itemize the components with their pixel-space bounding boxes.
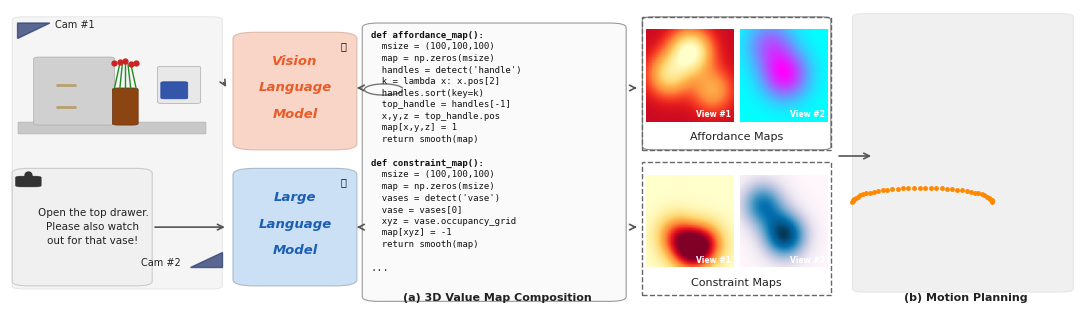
Text: xyz = vase.occupancy_grid: xyz = vase.occupancy_grid: [370, 217, 516, 226]
FancyBboxPatch shape: [158, 66, 201, 104]
Text: top_handle = handles[-1]: top_handle = handles[-1]: [370, 100, 511, 109]
Text: map[xyz] = -1: map[xyz] = -1: [370, 228, 451, 237]
FancyBboxPatch shape: [112, 88, 138, 125]
Text: 🔒: 🔒: [340, 41, 346, 51]
FancyBboxPatch shape: [643, 17, 831, 150]
FancyBboxPatch shape: [233, 168, 356, 286]
FancyBboxPatch shape: [362, 23, 626, 301]
Text: map[x,y,z] = 1: map[x,y,z] = 1: [370, 124, 457, 132]
Text: ...: ...: [370, 263, 390, 273]
Text: map = np.zeros(msize): map = np.zeros(msize): [370, 54, 495, 63]
Text: msize = (100,100,100): msize = (100,100,100): [370, 42, 495, 51]
FancyBboxPatch shape: [852, 14, 1074, 292]
Bar: [643, 162, 831, 295]
Text: def constraint_map():: def constraint_map():: [370, 159, 484, 168]
Text: map = np.zeros(msize): map = np.zeros(msize): [370, 182, 495, 191]
Text: Large: Large: [273, 191, 316, 204]
Text: Open the top drawer.
Please also watch
out for that vase!: Open the top drawer. Please also watch o…: [38, 208, 148, 246]
Text: (b) Motion Planning: (b) Motion Planning: [904, 293, 1027, 303]
Text: Affordance Maps: Affordance Maps: [690, 133, 783, 143]
Text: Model: Model: [272, 108, 318, 121]
Text: handles = detect('handle'): handles = detect('handle'): [370, 66, 522, 75]
FancyBboxPatch shape: [33, 57, 114, 125]
Text: 🔒: 🔒: [340, 178, 346, 188]
Polygon shape: [190, 252, 222, 267]
FancyBboxPatch shape: [12, 168, 152, 286]
FancyBboxPatch shape: [12, 17, 222, 289]
Bar: [643, 17, 831, 150]
Bar: [17, 122, 206, 134]
Polygon shape: [17, 23, 50, 38]
Text: x,y,z = top_handle.pos: x,y,z = top_handle.pos: [370, 112, 500, 121]
Text: Model: Model: [272, 244, 318, 257]
Text: Constraint Maps: Constraint Maps: [691, 278, 782, 288]
Text: Cam #2: Cam #2: [141, 258, 181, 268]
FancyBboxPatch shape: [233, 32, 356, 150]
Text: vases = detect('vase'): vases = detect('vase'): [370, 194, 500, 202]
Text: Language: Language: [258, 81, 332, 95]
Text: Vision: Vision: [272, 55, 318, 68]
Text: Language: Language: [258, 217, 332, 231]
Text: vase = vases[0]: vase = vases[0]: [370, 205, 462, 214]
Text: k = lambda x: x.pos[2]: k = lambda x: x.pos[2]: [370, 77, 500, 86]
Text: handles.sort(key=k): handles.sort(key=k): [370, 89, 484, 98]
Text: return smooth(map): return smooth(map): [370, 135, 478, 144]
FancyBboxPatch shape: [15, 176, 41, 187]
Text: return smooth(map): return smooth(map): [370, 240, 478, 249]
Text: (a) 3D Value Map Composition: (a) 3D Value Map Composition: [403, 293, 591, 303]
Text: msize = (100,100,100): msize = (100,100,100): [370, 170, 495, 179]
Text: Cam #1: Cam #1: [55, 20, 95, 30]
FancyBboxPatch shape: [161, 82, 188, 99]
Text: def affordance_map():: def affordance_map():: [370, 31, 484, 40]
